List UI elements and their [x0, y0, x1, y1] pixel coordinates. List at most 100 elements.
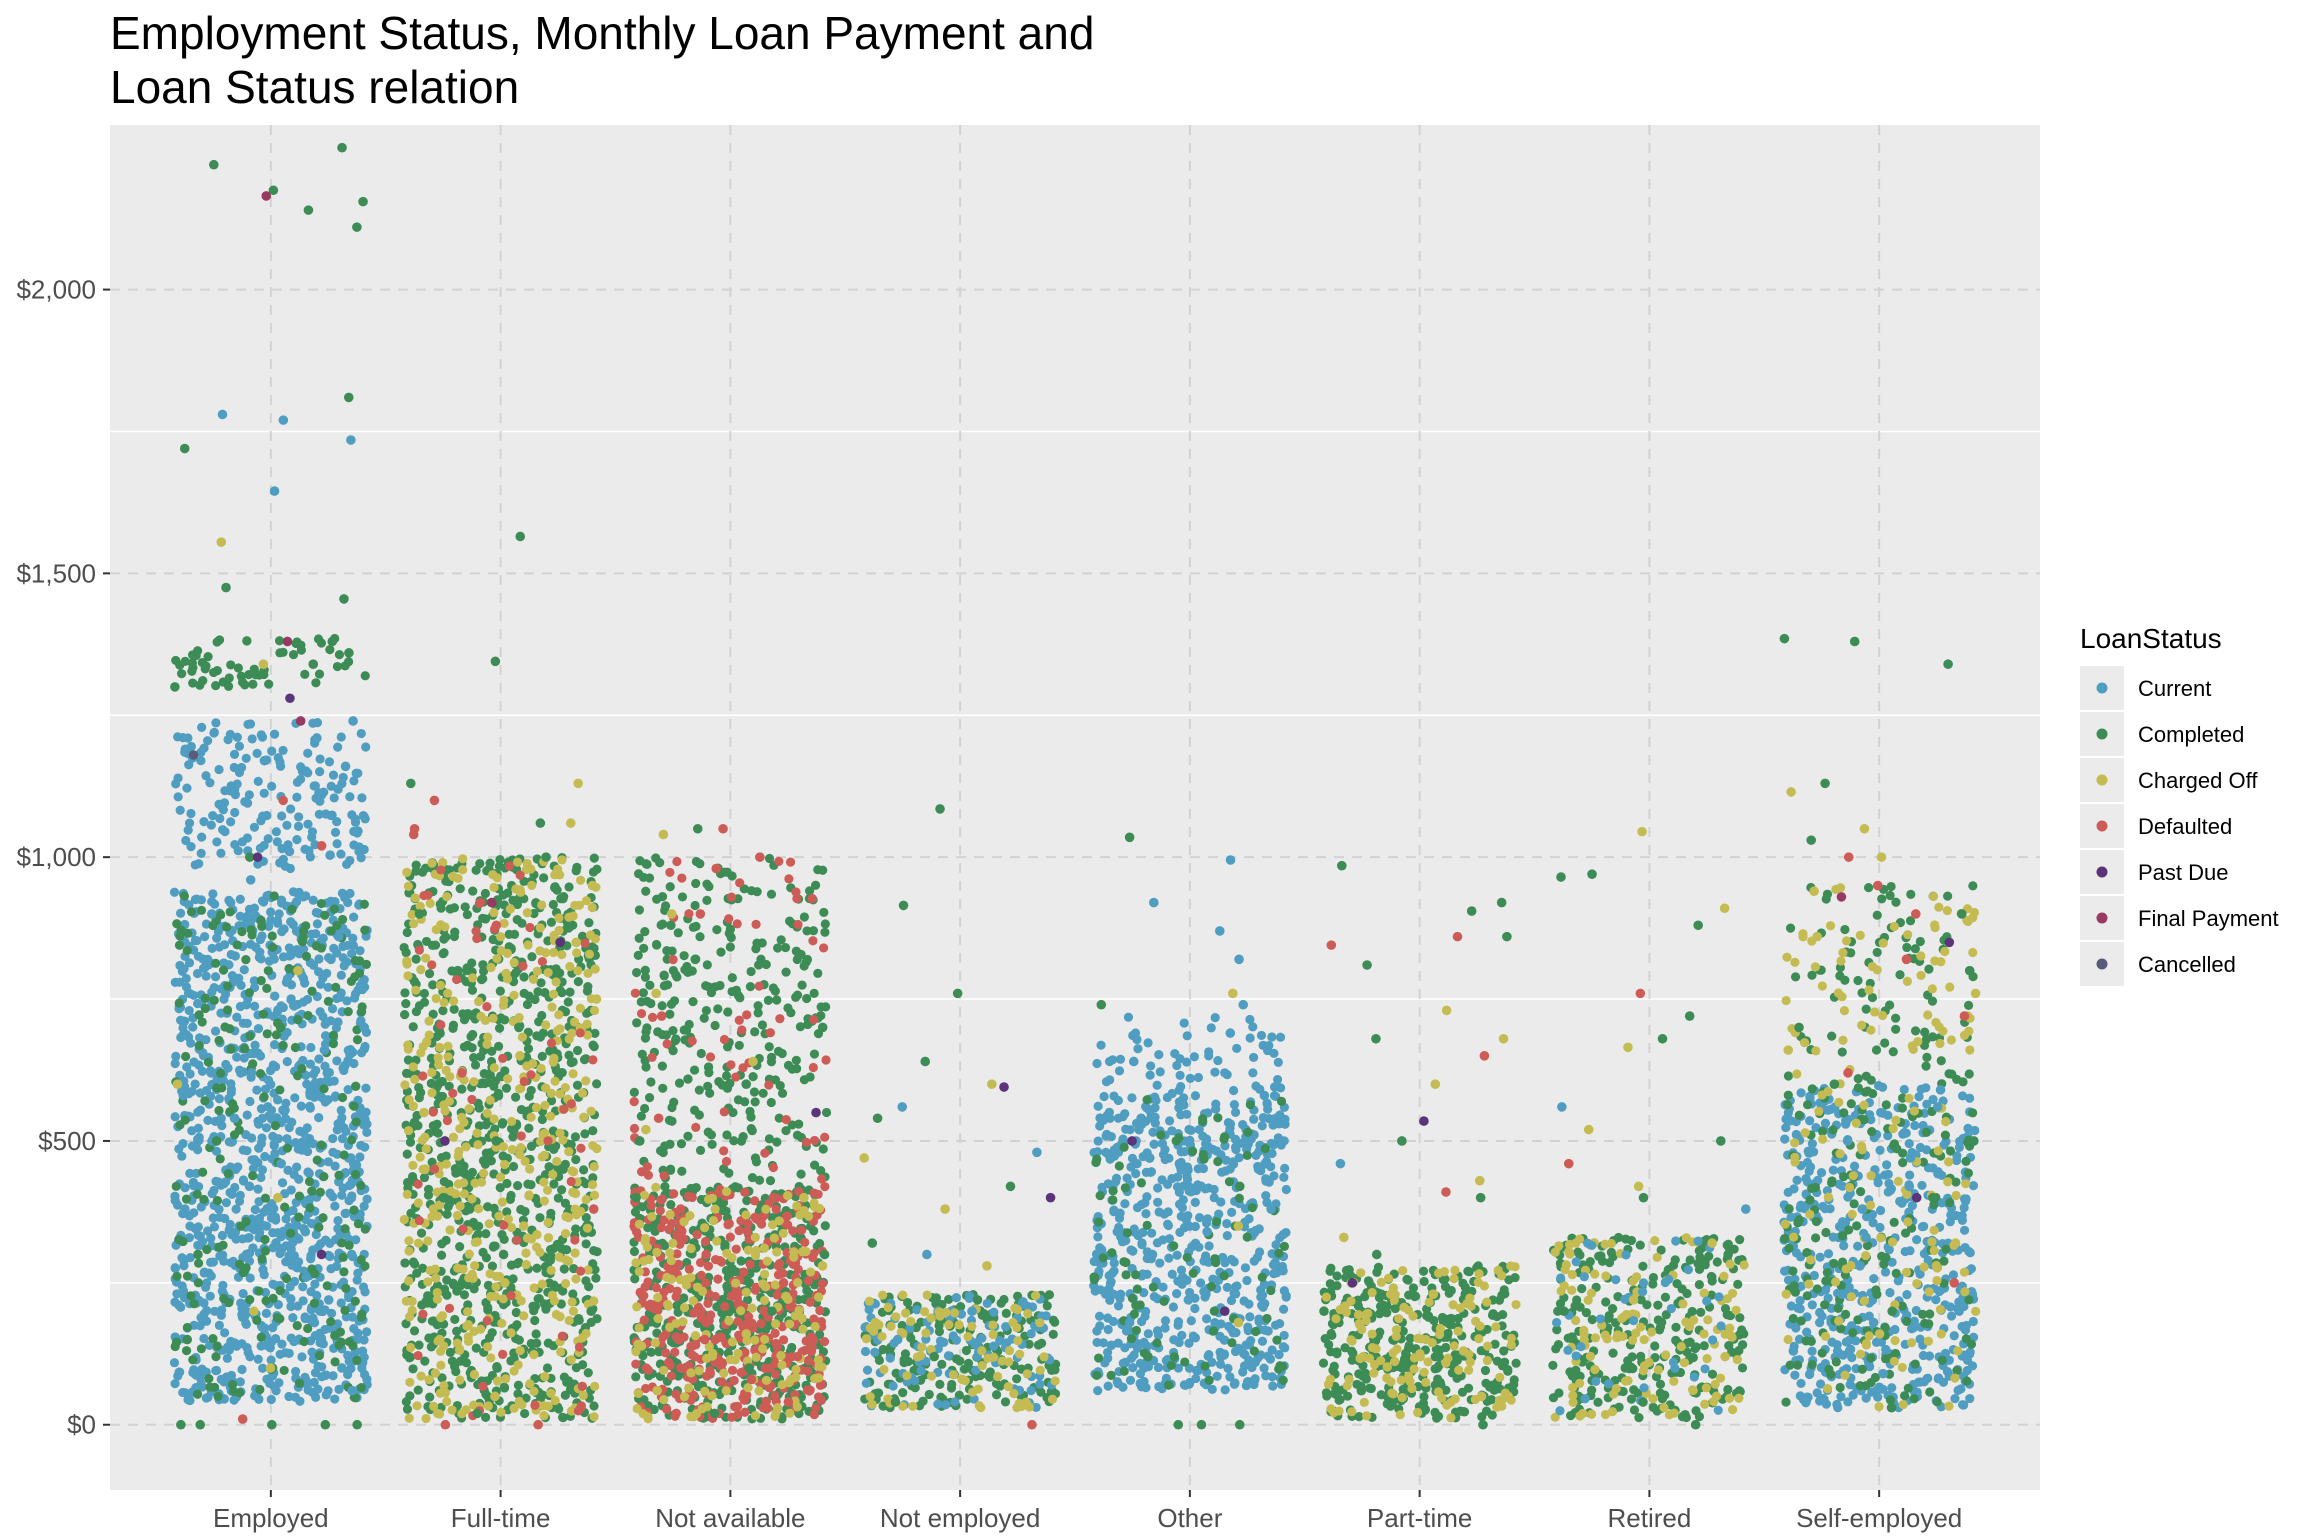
density-point [301, 951, 312, 961]
density-point [313, 634, 324, 644]
density-point [909, 1365, 919, 1375]
density-point [905, 1323, 915, 1333]
density-point [560, 1228, 571, 1239]
density-point [590, 1381, 600, 1391]
density-point [309, 1069, 319, 1079]
density-point [669, 996, 680, 1006]
density-point [811, 1403, 821, 1413]
density-point [291, 1366, 301, 1377]
density-point [410, 1117, 420, 1128]
density-point [447, 1405, 457, 1415]
density-point [472, 1237, 482, 1247]
density-point [535, 1213, 545, 1223]
density-point [256, 976, 266, 986]
density-point [564, 882, 574, 892]
density-point [181, 973, 191, 984]
density-point [220, 786, 230, 796]
density-point [411, 954, 421, 964]
density-point [298, 892, 309, 902]
density-point [1281, 1184, 1291, 1195]
density-point [764, 1382, 774, 1393]
density-point [719, 1146, 729, 1156]
density-point [402, 1189, 412, 1200]
density-point [414, 1093, 424, 1103]
density-point [1048, 1315, 1058, 1325]
density-point [684, 1264, 694, 1274]
density-point [583, 981, 593, 992]
density-point [274, 909, 284, 919]
density-point [668, 1238, 678, 1248]
density-point [530, 994, 540, 1005]
density-point [428, 1107, 438, 1117]
density-point [785, 1319, 795, 1329]
density-point [449, 996, 459, 1006]
density-point [502, 1207, 512, 1217]
density-point [535, 1136, 546, 1147]
density-point [339, 1267, 349, 1277]
density-point [417, 1135, 428, 1145]
density-point [469, 1400, 479, 1410]
density-point [1031, 1402, 1041, 1413]
density-point [303, 768, 313, 778]
density-point [772, 1247, 782, 1257]
density-point [173, 732, 183, 742]
density-point [641, 886, 651, 896]
density-point [416, 965, 426, 975]
density-point [192, 968, 203, 979]
density-point [175, 908, 186, 918]
density-point [432, 1211, 443, 1221]
density-point [196, 756, 206, 766]
density-point [487, 1261, 498, 1271]
density-point [329, 793, 339, 803]
density-point [582, 1008, 592, 1018]
density-point [584, 949, 595, 959]
density-point [445, 1225, 455, 1235]
density-point [810, 880, 821, 890]
density-point [335, 992, 345, 1002]
density-point [330, 1394, 340, 1404]
density-point [411, 1006, 421, 1017]
density-point [679, 1364, 689, 1374]
density-point [489, 1203, 499, 1213]
density-point [171, 1051, 181, 1061]
density-point [234, 741, 245, 751]
density-point [461, 1142, 471, 1152]
density-point [311, 929, 321, 939]
density-point [723, 1042, 733, 1052]
density-point [1127, 1093, 1137, 1103]
density-point [186, 1291, 196, 1301]
density-point [337, 1113, 347, 1123]
density-point [706, 1130, 717, 1140]
density-point [322, 968, 332, 978]
density-point [813, 1355, 823, 1365]
density-point [896, 1327, 906, 1338]
density-point [665, 1209, 675, 1220]
density-point [813, 865, 823, 875]
density-point [1044, 1290, 1055, 1300]
density-point [426, 1053, 437, 1063]
density-point [516, 1083, 526, 1093]
density-point [678, 1317, 688, 1327]
density-point [526, 1070, 536, 1080]
density-point [643, 1365, 653, 1375]
density-point [411, 866, 421, 876]
density-point [665, 882, 675, 892]
density-point [710, 1204, 720, 1214]
density-point [646, 1077, 656, 1087]
density-point [543, 1233, 554, 1243]
density-point [245, 1273, 255, 1283]
density-point [309, 1298, 320, 1308]
density-point [583, 1265, 593, 1275]
density-point [727, 1337, 738, 1347]
density-point [308, 718, 318, 728]
density-point [546, 1038, 557, 1048]
density-point [241, 954, 251, 965]
density-point [1023, 1308, 1033, 1319]
density-point [312, 1155, 322, 1165]
density-point [333, 1017, 343, 1027]
density-point [704, 881, 714, 892]
density-point [668, 954, 678, 965]
density-point [569, 1263, 579, 1274]
density-point [931, 1293, 942, 1303]
density-point [463, 1307, 473, 1317]
